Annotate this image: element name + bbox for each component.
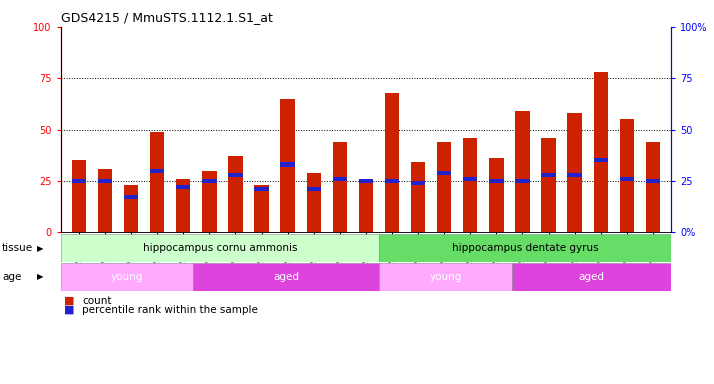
Bar xyxy=(620,119,634,232)
Bar xyxy=(124,195,139,199)
Text: hippocampus dentate gyrus: hippocampus dentate gyrus xyxy=(452,243,598,253)
Bar xyxy=(281,162,295,167)
Bar xyxy=(228,156,243,232)
Bar xyxy=(568,113,582,232)
Bar xyxy=(333,177,347,181)
Bar xyxy=(489,179,503,183)
Text: age: age xyxy=(2,272,21,282)
Bar xyxy=(124,185,139,232)
Bar xyxy=(254,187,268,191)
Bar xyxy=(620,177,634,181)
Bar xyxy=(379,234,671,262)
Bar xyxy=(568,173,582,177)
Bar xyxy=(72,179,86,183)
Text: aged: aged xyxy=(578,272,605,282)
Bar xyxy=(176,179,191,232)
Bar xyxy=(98,179,112,183)
Bar xyxy=(254,185,268,232)
Bar xyxy=(202,179,216,183)
Bar xyxy=(61,263,193,291)
Text: count: count xyxy=(82,296,111,306)
Bar xyxy=(333,142,347,232)
Bar xyxy=(379,263,512,291)
Bar xyxy=(645,179,660,183)
Bar xyxy=(411,162,426,232)
Bar xyxy=(306,173,321,232)
Text: GDS4215 / MmuSTS.1112.1.S1_at: GDS4215 / MmuSTS.1112.1.S1_at xyxy=(61,12,273,25)
Text: ■: ■ xyxy=(64,296,75,306)
Text: aged: aged xyxy=(273,272,299,282)
Bar xyxy=(202,170,216,232)
Bar xyxy=(193,263,379,291)
Bar xyxy=(512,263,671,291)
Text: percentile rank within the sample: percentile rank within the sample xyxy=(82,305,258,315)
Bar xyxy=(358,179,373,183)
Bar xyxy=(437,170,451,175)
Text: hippocampus cornu ammonis: hippocampus cornu ammonis xyxy=(143,243,297,253)
Text: ▶: ▶ xyxy=(37,272,44,281)
Bar xyxy=(61,234,379,262)
Bar xyxy=(72,161,86,232)
Text: tissue: tissue xyxy=(2,243,34,253)
Bar xyxy=(150,132,164,232)
Bar xyxy=(385,93,399,232)
Bar xyxy=(463,177,478,181)
Bar xyxy=(98,169,112,232)
Bar xyxy=(411,181,426,185)
Bar xyxy=(516,179,530,183)
Bar xyxy=(385,179,399,183)
Bar xyxy=(437,142,451,232)
Bar xyxy=(541,173,555,177)
Bar xyxy=(463,138,478,232)
Bar xyxy=(593,72,608,232)
Bar xyxy=(516,111,530,232)
Bar xyxy=(593,158,608,162)
Bar xyxy=(228,173,243,177)
Bar xyxy=(489,158,503,232)
Bar xyxy=(281,99,295,232)
Text: young: young xyxy=(429,272,462,282)
Text: ▶: ▶ xyxy=(37,243,44,253)
Text: ■: ■ xyxy=(64,305,75,315)
Bar xyxy=(150,169,164,173)
Bar xyxy=(176,185,191,189)
Text: young: young xyxy=(111,272,144,282)
Bar xyxy=(358,181,373,232)
Bar xyxy=(541,138,555,232)
Bar xyxy=(306,187,321,191)
Bar xyxy=(645,142,660,232)
